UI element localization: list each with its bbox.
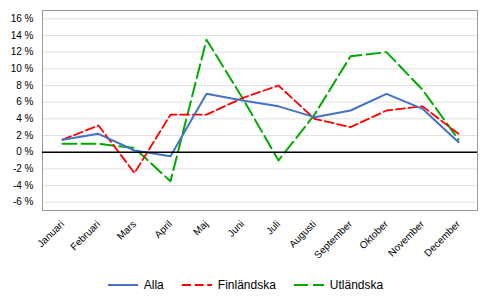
svg-text:Juni: Juni: [225, 218, 246, 239]
html-text:Finländska: Finländska: [217, 278, 276, 292]
svg-text:December: December: [422, 218, 463, 259]
svg-text:10 %: 10 %: [11, 63, 34, 74]
html-text:Alla: Alla: [143, 278, 164, 292]
svg-text:16 %: 16 %: [11, 13, 34, 24]
svg-text:12 %: 12 %: [11, 46, 34, 57]
html-text:Utländska: Utländska: [329, 278, 384, 292]
svg-text:14 %: 14 %: [11, 30, 34, 41]
svg-text:September: September: [312, 218, 355, 261]
svg-text:Augusti: Augusti: [287, 218, 318, 249]
svg-text:April: April: [152, 218, 174, 240]
svg-text:0 %: 0 %: [16, 146, 33, 157]
svg-text:Mars: Mars: [115, 218, 139, 242]
svg-text:Juli: Juli: [264, 218, 282, 236]
svg-text:Maj: Maj: [191, 218, 210, 237]
svg-text:Oktober: Oktober: [357, 218, 390, 251]
svg-text:-2 %: -2 %: [13, 163, 34, 174]
svg-text:-6 %: -6 %: [13, 196, 34, 207]
svg-text:2 %: 2 %: [16, 130, 33, 141]
svg-text:8 %: 8 %: [16, 80, 33, 91]
svg-text:November: November: [386, 218, 427, 259]
svg-text:Januari: Januari: [35, 218, 66, 249]
svg-text:4 %: 4 %: [16, 113, 33, 124]
svg-text:Februari: Februari: [68, 218, 102, 252]
svg-text:6 %: 6 %: [16, 96, 33, 107]
svg-text:-4 %: -4 %: [13, 180, 34, 191]
